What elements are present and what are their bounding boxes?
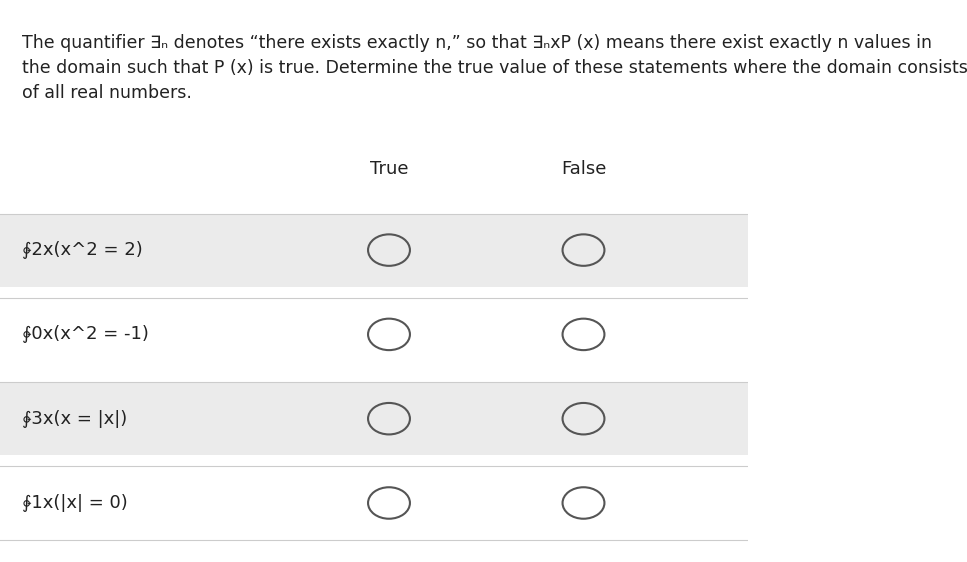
FancyBboxPatch shape xyxy=(0,214,748,287)
Text: False: False xyxy=(561,160,606,178)
Text: ∲1x(|x| = 0): ∲1x(|x| = 0) xyxy=(22,494,129,512)
FancyBboxPatch shape xyxy=(0,382,748,455)
FancyBboxPatch shape xyxy=(0,466,748,540)
Text: The quantifier ∃ₙ denotes “there exists exactly n,” so that ∃ₙxP (x) means there: The quantifier ∃ₙ denotes “there exists … xyxy=(22,34,967,102)
Text: ∲3x(x = |x|): ∲3x(x = |x|) xyxy=(22,410,128,428)
Text: True: True xyxy=(369,160,408,178)
Text: ∲0x(x^2 = -1): ∲0x(x^2 = -1) xyxy=(22,325,149,343)
FancyBboxPatch shape xyxy=(0,298,748,371)
Text: ∲2x(x^2 = 2): ∲2x(x^2 = 2) xyxy=(22,241,143,259)
